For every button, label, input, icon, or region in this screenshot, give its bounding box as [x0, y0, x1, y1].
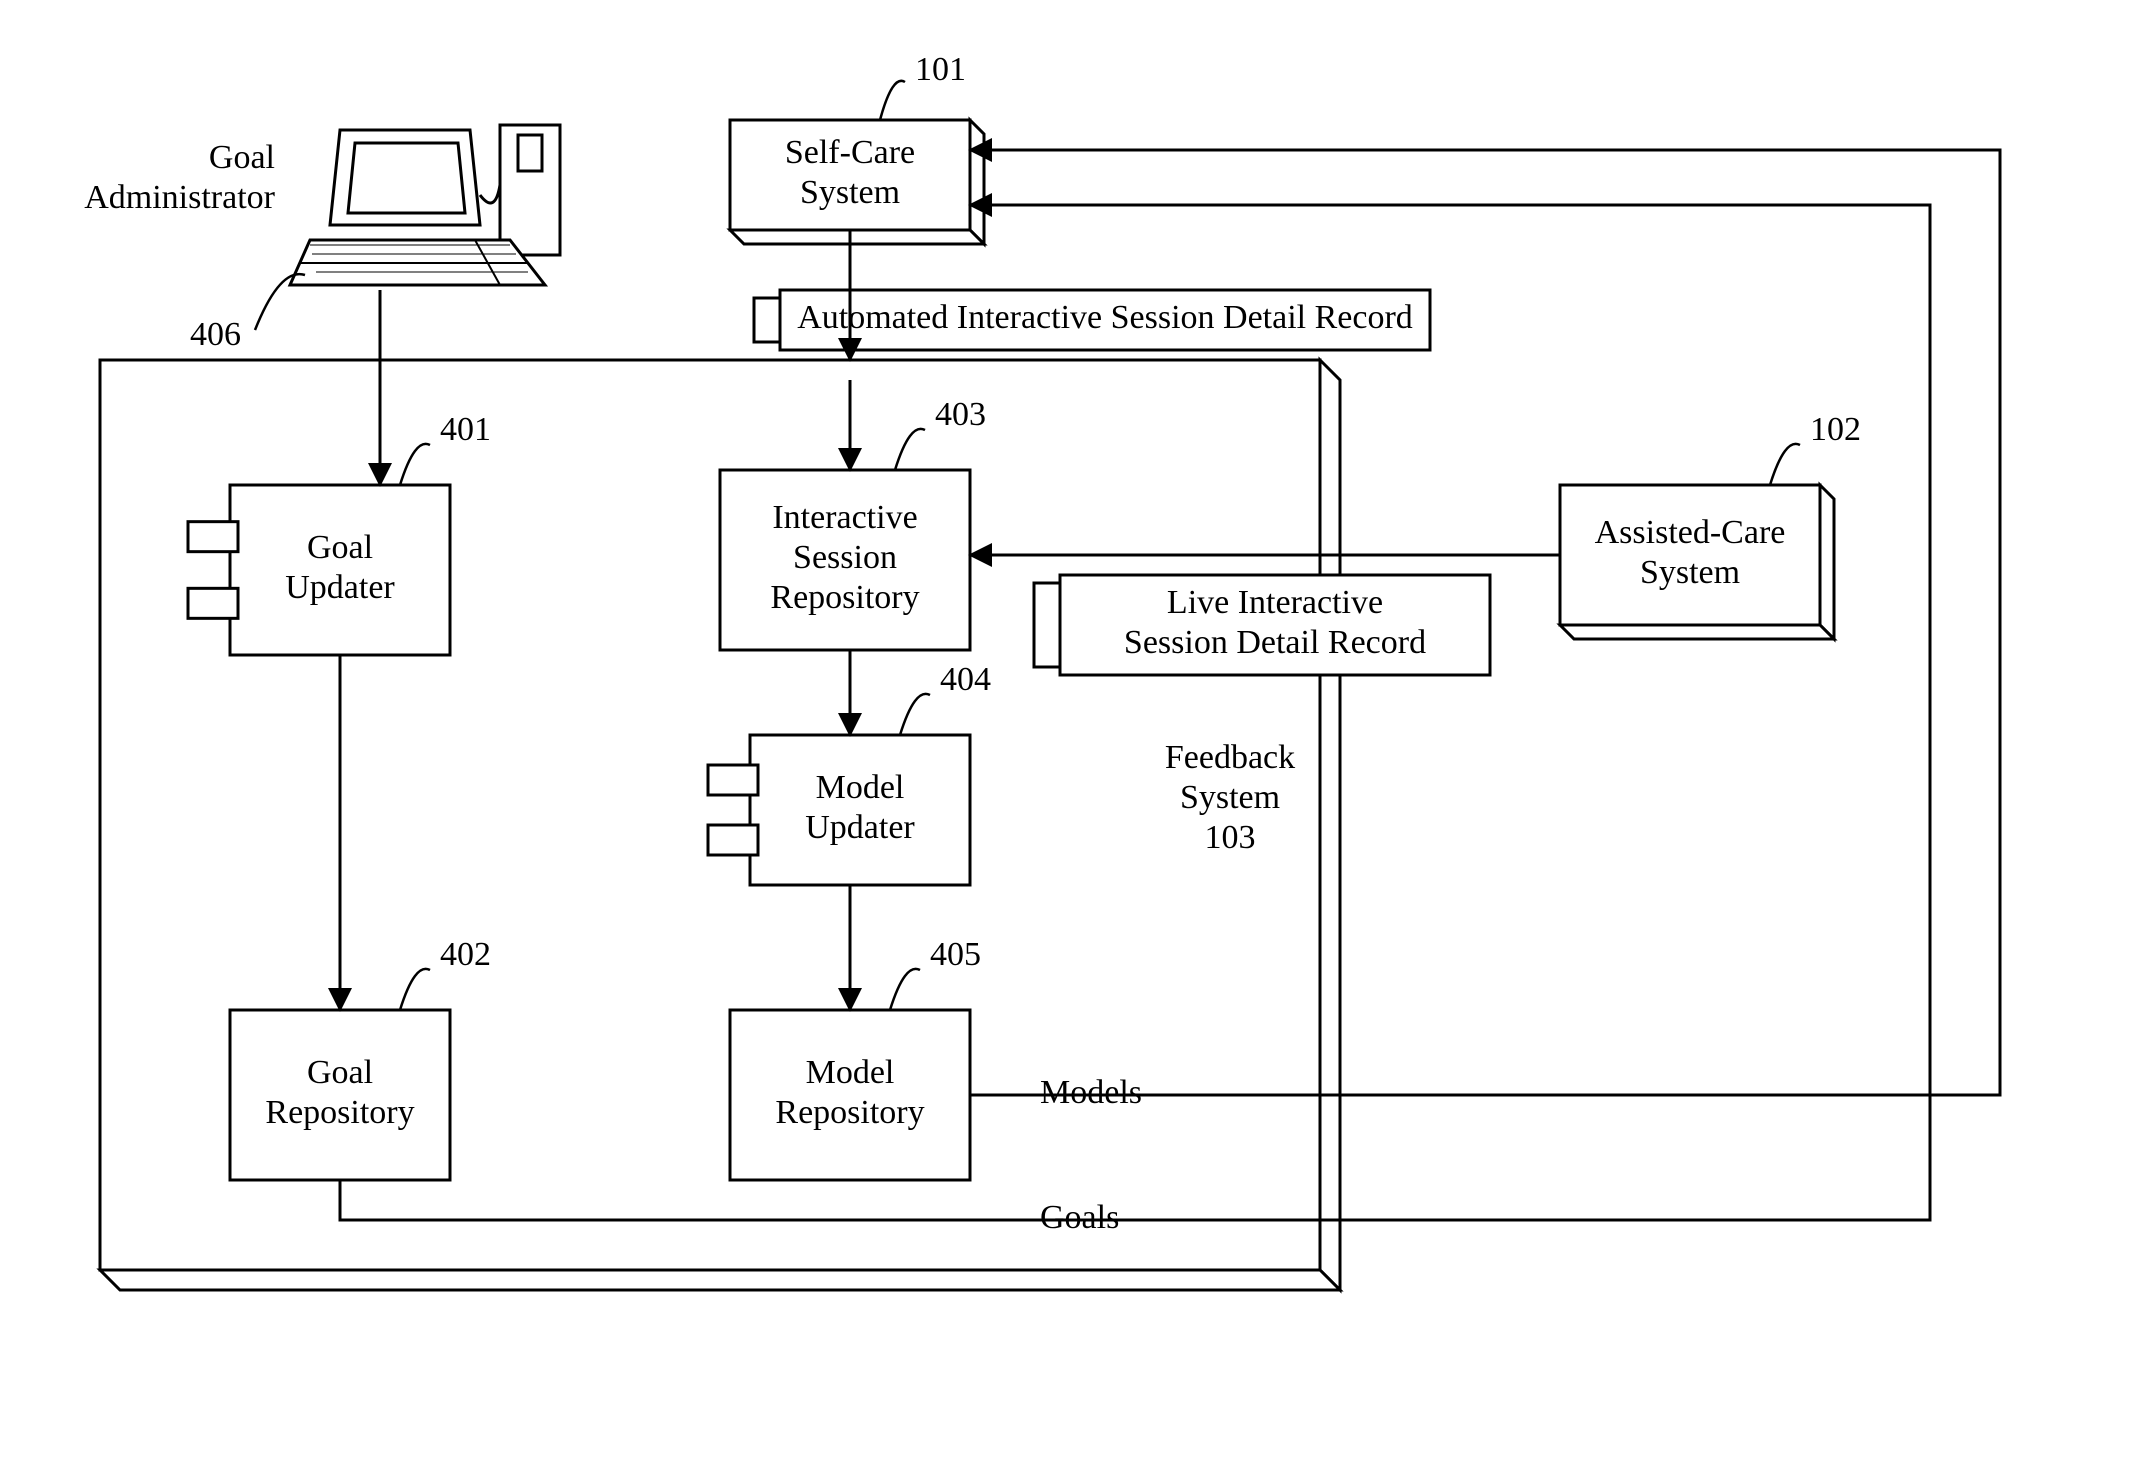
node-isr-label-2: Repository	[770, 579, 919, 616]
node-goal_repo-label-0: Goal	[307, 1054, 373, 1091]
ref-101: 101	[915, 51, 966, 88]
ref-404: 404	[940, 661, 991, 698]
node-isr-label-0: Interactive	[772, 499, 917, 536]
record-auto_record-label: Automated Interactive Session Detail Rec…	[797, 299, 1413, 336]
node-model_repo-label-0: Model	[806, 1054, 895, 1091]
leader-102	[1770, 444, 1800, 485]
node-self_care: Self-CareSystem	[730, 120, 984, 244]
computer-icon	[290, 125, 560, 285]
node-model_updater-label-0: Model	[816, 769, 905, 806]
ref-403: 403	[935, 396, 986, 433]
node-self_care-label-0: Self-Care	[785, 134, 915, 171]
label-feedback_l3: 103	[1205, 819, 1256, 856]
record-auto_record: Automated Interactive Session Detail Rec…	[754, 290, 1430, 350]
record-live_record-label-1: Session Detail Record	[1124, 624, 1426, 661]
ref-405: 405	[930, 936, 981, 973]
diagram-canvas: Self-CareSystemGoalUpdaterGoalRepository…	[0, 0, 2143, 1464]
node-goal_repo: GoalRepository	[230, 1010, 450, 1180]
node-model_updater-label-1: Updater	[805, 809, 915, 846]
record-live_record: Live InteractiveSession Detail Record	[1034, 575, 1490, 675]
node-assisted: Assisted-CareSystem	[1560, 485, 1834, 639]
label-feedback_l1: Feedback	[1165, 739, 1295, 776]
leader-101	[880, 81, 905, 120]
node-goal_repo-label-1: Repository	[265, 1094, 414, 1131]
node-goal_updater-label-0: Goal	[307, 529, 373, 566]
ref-401: 401	[440, 411, 491, 448]
node-goal_updater-label-1: Updater	[285, 569, 395, 606]
node-isr-label-1: Session	[793, 539, 897, 576]
ref-402: 402	[440, 936, 491, 973]
label-goals_lbl: Goals	[1040, 1199, 1119, 1236]
ref-102: 102	[1810, 411, 1861, 448]
node-self_care-label-1: System	[800, 174, 900, 211]
label-goal_admin_l1: Goal	[209, 139, 275, 176]
node-assisted-label-0: Assisted-Care	[1595, 514, 1786, 551]
node-assisted-label-1: System	[1640, 554, 1740, 591]
record-live_record-label-0: Live Interactive	[1167, 584, 1383, 621]
node-isr: InteractiveSessionRepository	[720, 470, 970, 650]
label-feedback_l2: System	[1180, 779, 1280, 816]
label-goal_admin_l2: Administrator	[84, 179, 275, 216]
ref-406: 406	[190, 316, 241, 353]
node-model_repo: ModelRepository	[730, 1010, 970, 1180]
node-model_repo-label-1: Repository	[775, 1094, 924, 1131]
label-models_lbl: Models	[1040, 1074, 1142, 1111]
